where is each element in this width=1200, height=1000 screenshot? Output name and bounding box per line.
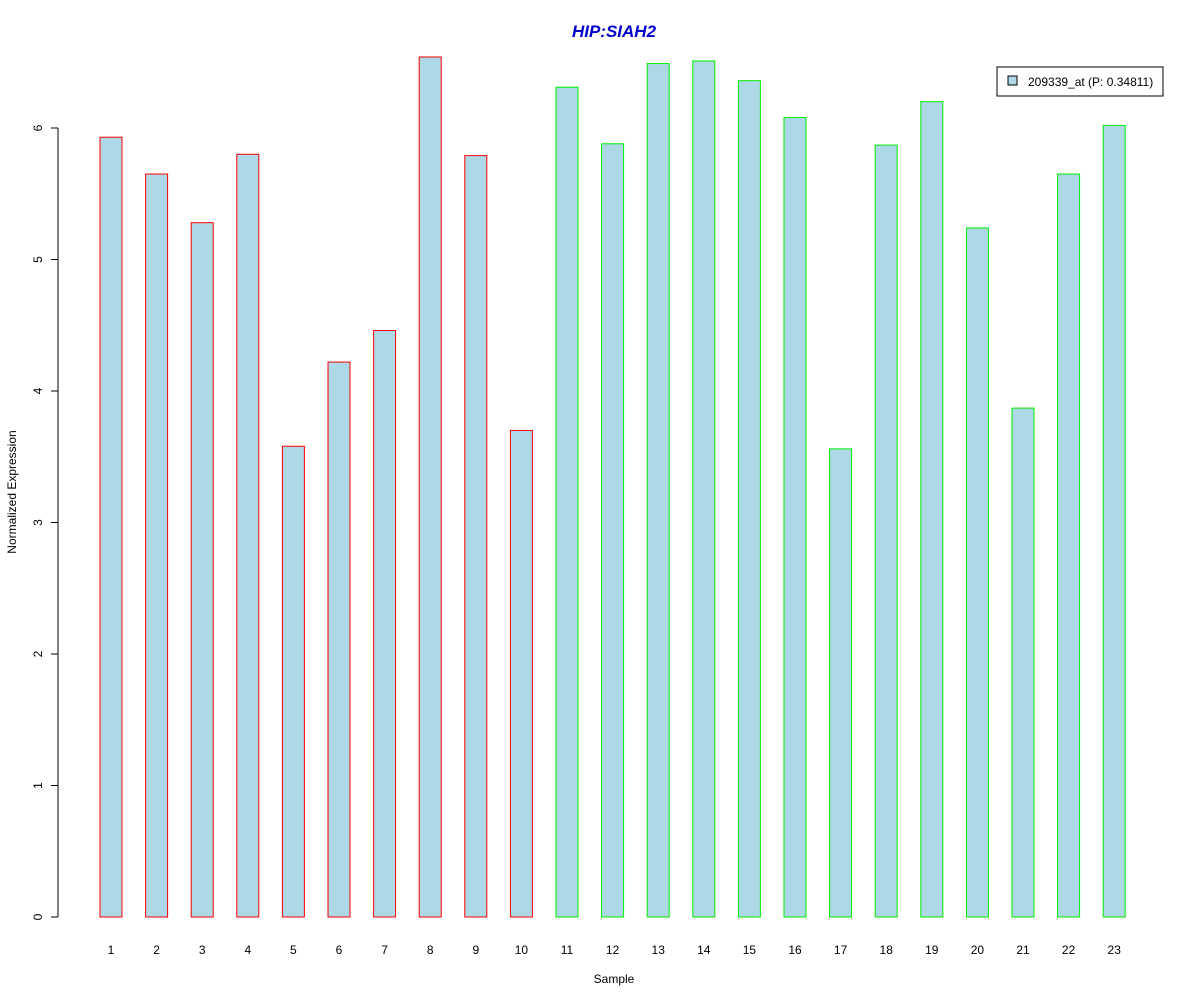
x-tick-labels: 1 2 3 4 5 6 7 8 9 10 11 12 13 14 15 16 17 18 19 20 21 22 23 [108, 943, 1122, 957]
y-axis-label: Normalized Expression [5, 430, 19, 553]
x-tick-label: 19 [925, 943, 939, 957]
bar-sample-23 [1102, 124, 1126, 918]
y-axis: 0 1 2 3 4 5 6 [31, 124, 59, 920]
bar-sample-12 [601, 143, 625, 918]
bars [99, 56, 1126, 918]
x-tick-label: 20 [971, 943, 985, 957]
y-tick-label: 1 [31, 782, 45, 789]
x-tick-label: 2 [153, 943, 160, 957]
x-tick-label: 1 [108, 943, 115, 957]
bar-sample-19 [920, 101, 944, 918]
legend-swatch [1007, 75, 1018, 86]
x-tick-label: 8 [427, 943, 434, 957]
y-tick-label: 2 [31, 650, 45, 657]
y-tick-label: 3 [31, 519, 45, 526]
bar-sample-1 [99, 136, 123, 918]
x-tick-label: 15 [743, 943, 757, 957]
x-tick-label: 6 [336, 943, 343, 957]
bar-sample-13 [646, 63, 670, 918]
x-tick-label: 21 [1016, 943, 1030, 957]
bar-sample-15 [737, 80, 761, 918]
bar-sample-16 [783, 116, 807, 918]
bar-sample-7 [373, 330, 397, 918]
bar-sample-21 [1011, 407, 1035, 918]
x-tick-label: 11 [561, 943, 574, 957]
x-tick-label: 5 [290, 943, 297, 957]
bar-sample-10 [509, 429, 533, 918]
x-tick-label: 17 [834, 943, 848, 957]
bar-sample-9 [464, 155, 488, 918]
x-tick-label: 13 [652, 943, 666, 957]
x-tick-label: 4 [244, 943, 251, 957]
x-tick-label: 12 [606, 943, 620, 957]
x-tick-label: 22 [1062, 943, 1076, 957]
bar-sample-2 [145, 173, 169, 918]
legend-box [996, 66, 1164, 97]
x-tick-label: 3 [199, 943, 206, 957]
x-tick-label: 14 [697, 943, 711, 957]
x-tick-label: 18 [880, 943, 894, 957]
legend: 209339_at (P: 0.34811) [996, 66, 1164, 97]
bar-sample-17 [829, 448, 853, 918]
bar-sample-20 [965, 227, 989, 918]
bar-sample-3 [190, 222, 214, 918]
bar-sample-4 [236, 153, 260, 918]
y-tick-label: 5 [31, 256, 45, 263]
bar-sample-8 [418, 56, 442, 918]
bar-sample-22 [1057, 173, 1081, 918]
x-tick-label: 9 [472, 943, 479, 957]
x-tick-label: 23 [1108, 943, 1122, 957]
bar-sample-5 [281, 445, 305, 918]
bar-sample-11 [555, 86, 579, 918]
x-tick-label: 7 [381, 943, 388, 957]
x-tick-label: 16 [788, 943, 802, 957]
y-tick-label: 0 [31, 913, 45, 920]
y-tick-label: 4 [31, 387, 45, 394]
x-axis-label: Sample [594, 972, 635, 986]
bar-sample-14 [692, 60, 716, 918]
legend-label: 209339_at (P: 0.34811) [1028, 75, 1153, 89]
bar-sample-18 [874, 144, 898, 918]
bar-sample-6 [327, 361, 351, 918]
x-tick-label: 10 [515, 943, 529, 957]
chart-title: HIP:SIAH2 [572, 22, 657, 41]
y-tick-label: 6 [31, 124, 45, 131]
